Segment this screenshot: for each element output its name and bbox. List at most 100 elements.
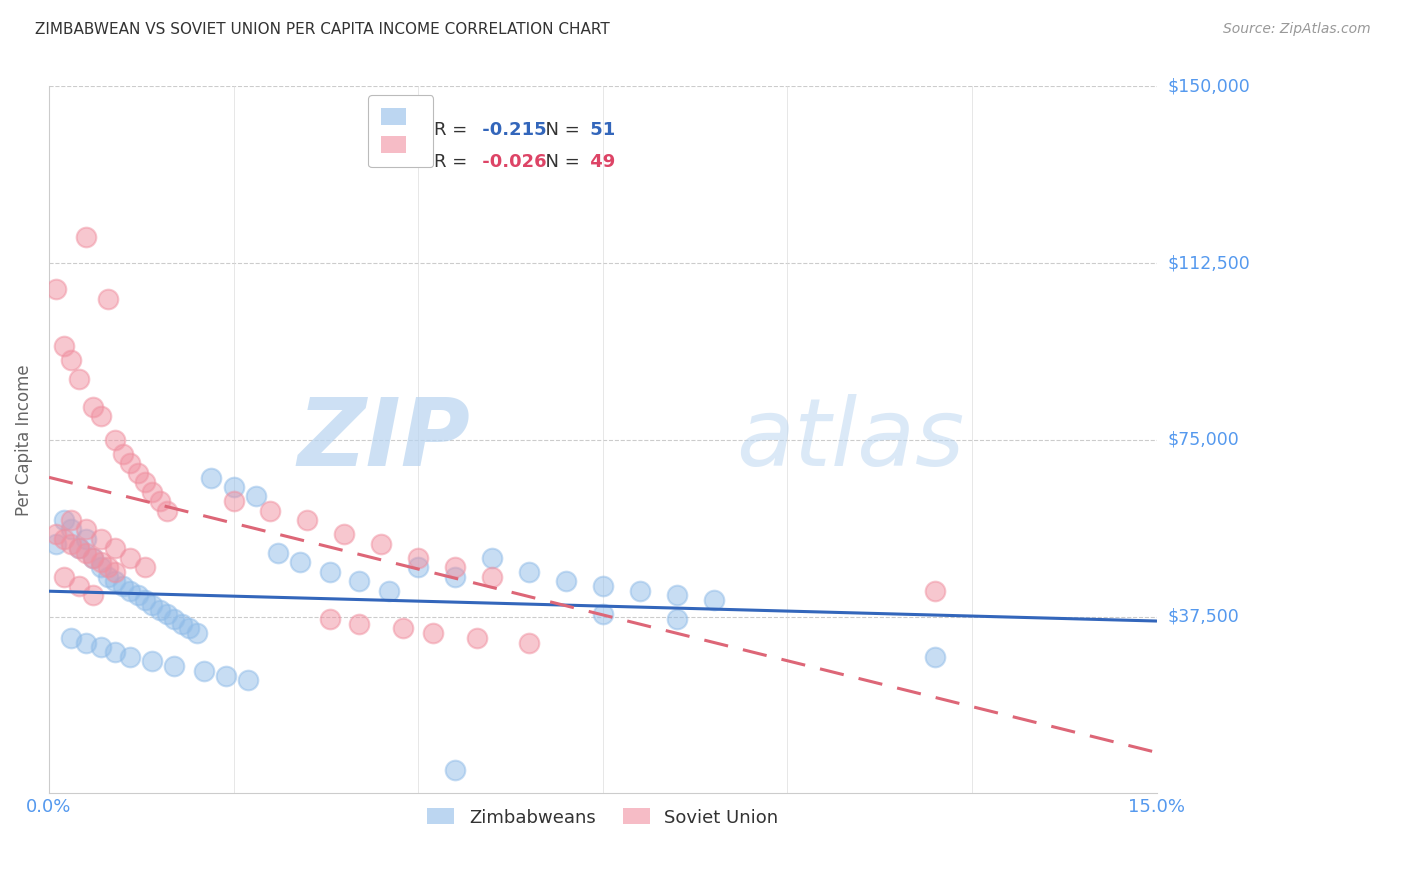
Point xyxy=(90,409,112,424)
Point xyxy=(592,579,614,593)
Point xyxy=(193,664,215,678)
Text: Source: ZipAtlas.com: Source: ZipAtlas.com xyxy=(1223,22,1371,37)
Point xyxy=(444,569,467,583)
Point xyxy=(149,494,172,508)
Point xyxy=(156,503,179,517)
Text: $37,500: $37,500 xyxy=(1167,607,1240,625)
Point xyxy=(75,532,97,546)
Text: ZIMBABWEAN VS SOVIET UNION PER CAPITA INCOME CORRELATION CHART: ZIMBABWEAN VS SOVIET UNION PER CAPITA IN… xyxy=(35,22,610,37)
Point xyxy=(111,447,134,461)
Point xyxy=(97,569,120,583)
Point xyxy=(288,556,311,570)
Point xyxy=(82,400,104,414)
Point xyxy=(60,631,83,645)
Point xyxy=(149,602,172,616)
Point xyxy=(481,569,503,583)
Point xyxy=(222,494,245,508)
Point xyxy=(200,470,222,484)
Point xyxy=(592,607,614,622)
Point xyxy=(104,645,127,659)
Point xyxy=(267,546,290,560)
Point xyxy=(45,527,67,541)
Point xyxy=(127,466,149,480)
Point xyxy=(215,668,238,682)
Point xyxy=(347,574,370,589)
Text: -0.215: -0.215 xyxy=(477,121,547,139)
Point xyxy=(370,536,392,550)
Point xyxy=(156,607,179,622)
Point xyxy=(75,546,97,560)
Point xyxy=(60,513,83,527)
Point xyxy=(75,635,97,649)
Point xyxy=(481,550,503,565)
Point xyxy=(120,550,142,565)
Point xyxy=(406,560,429,574)
Point xyxy=(163,612,186,626)
Point xyxy=(45,536,67,550)
Point xyxy=(67,371,90,385)
Text: R =: R = xyxy=(434,153,468,171)
Point xyxy=(97,292,120,306)
Point xyxy=(60,352,83,367)
Point xyxy=(52,513,75,527)
Text: $112,500: $112,500 xyxy=(1167,254,1250,272)
Point xyxy=(170,616,193,631)
Point xyxy=(82,550,104,565)
Y-axis label: Per Capita Income: Per Capita Income xyxy=(15,364,32,516)
Text: -0.026: -0.026 xyxy=(477,153,547,171)
Point xyxy=(318,565,340,579)
Point xyxy=(517,635,540,649)
Text: N =: N = xyxy=(534,153,579,171)
Point xyxy=(82,550,104,565)
Point xyxy=(179,621,201,635)
Point xyxy=(134,560,156,574)
Point xyxy=(245,490,267,504)
Point xyxy=(52,569,75,583)
Point xyxy=(406,550,429,565)
Point xyxy=(134,475,156,490)
Point xyxy=(82,589,104,603)
Text: 49: 49 xyxy=(583,153,616,171)
Point xyxy=(60,523,83,537)
Point xyxy=(444,560,467,574)
Point xyxy=(665,612,688,626)
Point xyxy=(222,480,245,494)
Text: $75,000: $75,000 xyxy=(1167,431,1240,449)
Point xyxy=(52,532,75,546)
Point xyxy=(104,541,127,556)
Point xyxy=(422,626,444,640)
Point xyxy=(186,626,208,640)
Point xyxy=(127,589,149,603)
Text: ZIP: ZIP xyxy=(297,394,470,486)
Point xyxy=(67,579,90,593)
Point xyxy=(90,556,112,570)
Text: N =: N = xyxy=(534,121,579,139)
Point xyxy=(75,230,97,244)
Point xyxy=(67,541,90,556)
Point xyxy=(45,282,67,296)
Point xyxy=(90,560,112,574)
Legend: Zimbabweans, Soviet Union: Zimbabweans, Soviet Union xyxy=(420,801,786,834)
Point xyxy=(52,338,75,352)
Point xyxy=(377,583,399,598)
Point xyxy=(392,621,415,635)
Point xyxy=(90,640,112,655)
Point xyxy=(163,659,186,673)
Point xyxy=(318,612,340,626)
Point xyxy=(347,616,370,631)
Text: $150,000: $150,000 xyxy=(1167,78,1250,95)
Point xyxy=(444,763,467,777)
Point xyxy=(628,583,651,598)
Point xyxy=(924,649,946,664)
Point xyxy=(259,503,281,517)
Text: 51: 51 xyxy=(583,121,616,139)
Point xyxy=(104,433,127,447)
Point xyxy=(120,649,142,664)
Point xyxy=(141,484,163,499)
Point xyxy=(702,593,724,607)
Point xyxy=(120,583,142,598)
Point xyxy=(333,527,356,541)
Point xyxy=(90,532,112,546)
Point xyxy=(665,589,688,603)
Point xyxy=(97,560,120,574)
